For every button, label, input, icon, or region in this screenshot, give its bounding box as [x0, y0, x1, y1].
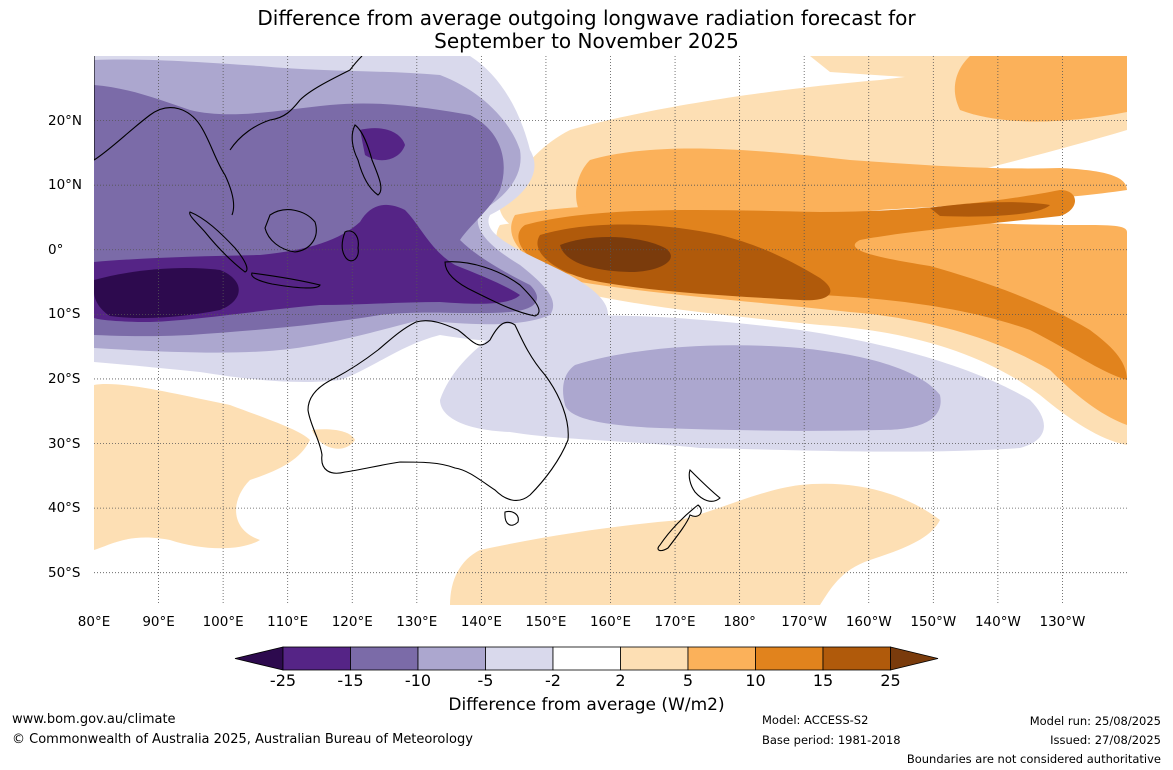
longitude-label: 90°E — [142, 614, 175, 630]
coastline-sumatra — [189, 211, 248, 273]
map-title-line1: Difference from average outgoing longwav… — [257, 6, 916, 30]
coastline-tasmania — [504, 510, 519, 526]
pos5-region-north-pacific — [954, 56, 1127, 122]
latitude-label: 50°S — [48, 564, 81, 581]
colorbar-tick-label: 10 — [745, 671, 766, 690]
colorbar-tick-label: -2 — [545, 671, 561, 690]
disclaimer-text: Boundaries are not considered authoritat… — [906, 752, 1161, 766]
longitude-label: 100°E — [202, 614, 244, 630]
pos15-region-strip — [930, 202, 1050, 217]
colorbar-tick-label: 5 — [682, 671, 694, 690]
map-title-line2: September to November 2025 — [434, 29, 739, 53]
colorbar-tick-label: 2 — [615, 671, 626, 690]
coastline-mainland-asia — [94, 56, 363, 216]
longitude-label: 80°E — [77, 614, 111, 630]
graticule — [94, 56, 1127, 605]
longitude-label: 170°E — [654, 614, 696, 630]
copyright-text: © Commonwealth of Australia 2025, Austra… — [12, 732, 473, 747]
longitude-label: 170°W — [781, 614, 828, 630]
pos2-region-south-tasman — [312, 429, 355, 449]
longitude-label: 160°E — [589, 614, 632, 630]
latitude-label: 30°S — [48, 435, 81, 452]
coastline-philippines — [351, 124, 382, 196]
base-period-text: Base period: 1981-2018 — [762, 733, 901, 747]
longitude-label: 150°E — [525, 614, 567, 630]
colorbar-label: Difference from average (W/m2) — [448, 695, 725, 715]
longitude-label: 120°E — [331, 614, 373, 630]
neg15-region-philippines — [360, 128, 405, 161]
latitude-label: 10°S — [48, 306, 81, 323]
latitude-label: 20°S — [48, 370, 81, 387]
longitude-label: 140°E — [460, 614, 502, 630]
latitude-label: 40°S — [48, 500, 81, 517]
coastlines — [94, 56, 721, 552]
longitude-label: 130°E — [396, 614, 438, 630]
pos25-region-equatorial — [560, 237, 671, 272]
longitude-label: 140°W — [974, 614, 1021, 630]
latitude-label: 10°N — [48, 177, 83, 194]
latitude-label: 0° — [48, 241, 64, 258]
longitude-label: 110°E — [267, 614, 309, 630]
coastline-new-guinea — [444, 261, 540, 317]
anomaly-shading — [94, 56, 1127, 605]
coastline-sulawesi — [341, 230, 359, 262]
colorbar-tick-label: -15 — [337, 671, 364, 690]
coastline-java — [251, 272, 321, 289]
longitude-label: 160°W — [845, 614, 892, 630]
colorbar-tick-label: 25 — [880, 671, 901, 690]
neg5-region-south-pacific — [563, 345, 941, 431]
colorbar-tick-label: 15 — [812, 671, 834, 690]
issued-text: Issued: 27/08/2025 — [1050, 733, 1161, 747]
longitude-label: 180° — [723, 614, 756, 630]
neg25-region-indian-ocean — [94, 268, 239, 318]
colorbar-tick-label: -10 — [404, 671, 432, 690]
website-link[interactable]: www.bom.gov.au/climate — [12, 712, 176, 727]
coastline-australia — [307, 320, 569, 501]
latitude-label: 20°N — [48, 112, 83, 129]
coastline-new-zealand-north — [688, 468, 721, 502]
longitude-label: 150°W — [910, 614, 957, 630]
colorbar-tick-label: -5 — [477, 671, 494, 690]
colorbar-tick-label: -25 — [269, 671, 297, 690]
longitude-label: 130°W — [1039, 614, 1086, 630]
coastline-new-zealand-south — [657, 504, 702, 552]
coastline-borneo — [264, 209, 317, 253]
model-run-text: Model run: 25/08/2025 — [1029, 714, 1161, 728]
pos2-region-southern-ocean — [450, 483, 940, 605]
model-text: Model: ACCESS-S2 — [762, 713, 869, 727]
